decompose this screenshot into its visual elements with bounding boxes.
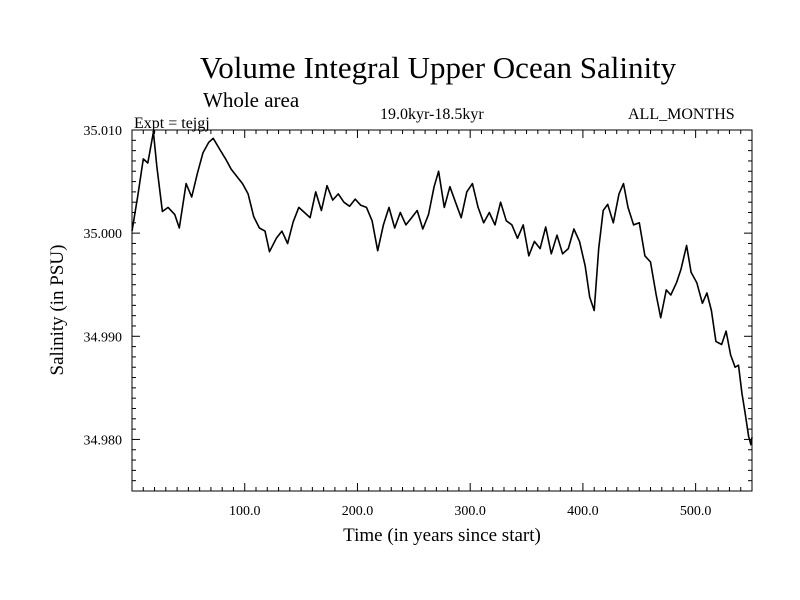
experiment-label: Expt = tejgj	[134, 115, 210, 132]
y-tick-label: 35.000	[84, 227, 123, 242]
x-tick-label: 300.0	[454, 504, 486, 519]
chart-title: Volume Integral Upper Ocean Salinity	[199, 50, 677, 85]
plot-frame	[131, 129, 753, 492]
x-tick-label: 400.0	[567, 504, 599, 519]
y-tick-label: 34.980	[84, 433, 123, 448]
x-tick-label: 200.0	[342, 504, 374, 519]
chart-subtitle: Whole area	[203, 88, 300, 112]
salinity-series-line	[131, 131, 753, 446]
x-axis-title: Time (in years since start)	[343, 525, 541, 546]
months-label: ALL_MONTHS	[628, 106, 735, 123]
y-tick-label: 35.010	[84, 124, 123, 139]
x-tick-label: 100.0	[229, 504, 261, 519]
y-tick-label: 34.990	[84, 330, 123, 345]
period-label: 19.0kyr-18.5kyr	[380, 106, 484, 123]
y-axis-title: Salinity (in PSU)	[47, 245, 68, 376]
x-tick-label: 500.0	[680, 504, 712, 519]
